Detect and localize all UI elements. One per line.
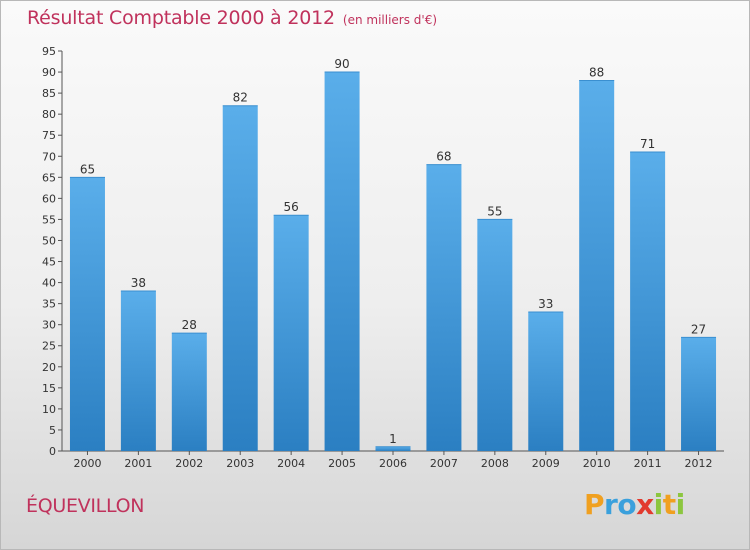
logo-letter: x: [636, 488, 654, 521]
y-tick-label: 15: [42, 382, 56, 395]
bar: [426, 164, 462, 451]
x-tick-label: 2010: [583, 457, 611, 470]
data-label: 38: [131, 276, 146, 290]
bar: [324, 72, 360, 451]
data-label: 68: [436, 150, 451, 164]
y-tick-label: 65: [42, 171, 56, 184]
y-tick-label: 80: [42, 108, 56, 121]
chart-bars: [69, 71, 717, 452]
y-tick-label: 10: [42, 403, 56, 416]
data-label: 90: [334, 57, 349, 71]
y-tick-label: 0: [49, 445, 56, 458]
bar: [681, 337, 717, 451]
bar: [477, 219, 513, 451]
data-label: 88: [589, 65, 604, 79]
bar: [120, 291, 156, 451]
y-tick-label: 50: [42, 234, 56, 247]
x-tick-label: 2012: [685, 457, 713, 470]
y-tick-label: 45: [42, 256, 56, 269]
data-label: 82: [233, 91, 248, 105]
x-tick-label: 2011: [634, 457, 662, 470]
y-tick-label: 85: [42, 87, 56, 100]
bar: [273, 215, 309, 451]
logo-letter: t: [662, 488, 676, 521]
bar: [69, 177, 105, 451]
y-tick-label: 95: [42, 45, 56, 58]
y-tick-label: 35: [42, 298, 56, 311]
data-label: 33: [538, 297, 553, 311]
data-label: 27: [691, 322, 706, 336]
data-label: 71: [640, 137, 655, 151]
y-tick-label: 60: [42, 192, 56, 205]
y-tick-label: 70: [42, 150, 56, 163]
bar: [630, 152, 666, 452]
chart-title-block: Résultat Comptable 2000 à 2012 (en millie…: [27, 7, 437, 29]
logo-letter: o: [617, 488, 637, 521]
logo-letter: r: [604, 488, 618, 521]
y-tick-label: 90: [42, 66, 56, 79]
chart-title: Résultat Comptable 2000 à 2012: [27, 7, 335, 29]
bar: [171, 333, 207, 451]
logo-letter: i: [653, 488, 664, 521]
data-label: 56: [284, 200, 299, 214]
x-tick-label: 2002: [175, 457, 203, 470]
y-tick-label: 30: [42, 319, 56, 332]
commune-name: ÉQUEVILLON: [26, 495, 145, 517]
y-tick-label: 40: [42, 277, 56, 290]
x-tick-label: 2009: [532, 457, 560, 470]
x-tick-label: 2007: [430, 457, 458, 470]
x-tick-label: 2001: [124, 457, 152, 470]
chart-labels: 65 38 28 82 56 90 1 68 55 33 88 71 27: [80, 57, 706, 446]
data-label: 55: [487, 204, 502, 218]
logo-letter: P: [584, 488, 605, 521]
x-tick-label: 2005: [328, 457, 356, 470]
y-tick-label: 55: [42, 213, 56, 226]
bar: [222, 105, 258, 451]
bar: [528, 312, 564, 451]
x-tick-label: 2003: [226, 457, 254, 470]
y-tick-label: 25: [42, 340, 56, 353]
x-tick-label: 2000: [73, 457, 101, 470]
chart-unit-note: (en milliers d'€): [342, 13, 438, 27]
x-tick-label: 2004: [277, 457, 305, 470]
x-tick-label: 2008: [481, 457, 509, 470]
bar: [375, 446, 411, 451]
y-tick-label: 5: [49, 424, 56, 437]
proxiti-logo: Proxiti: [584, 488, 685, 521]
y-tick-label: 20: [42, 361, 56, 374]
data-label: 28: [182, 318, 197, 332]
data-label: 1: [389, 432, 397, 446]
bar: [579, 80, 615, 451]
data-label: 65: [80, 162, 95, 176]
x-tick-label: 2006: [379, 457, 407, 470]
y-tick-label: 75: [42, 129, 56, 142]
logo-letter: i: [675, 488, 686, 521]
